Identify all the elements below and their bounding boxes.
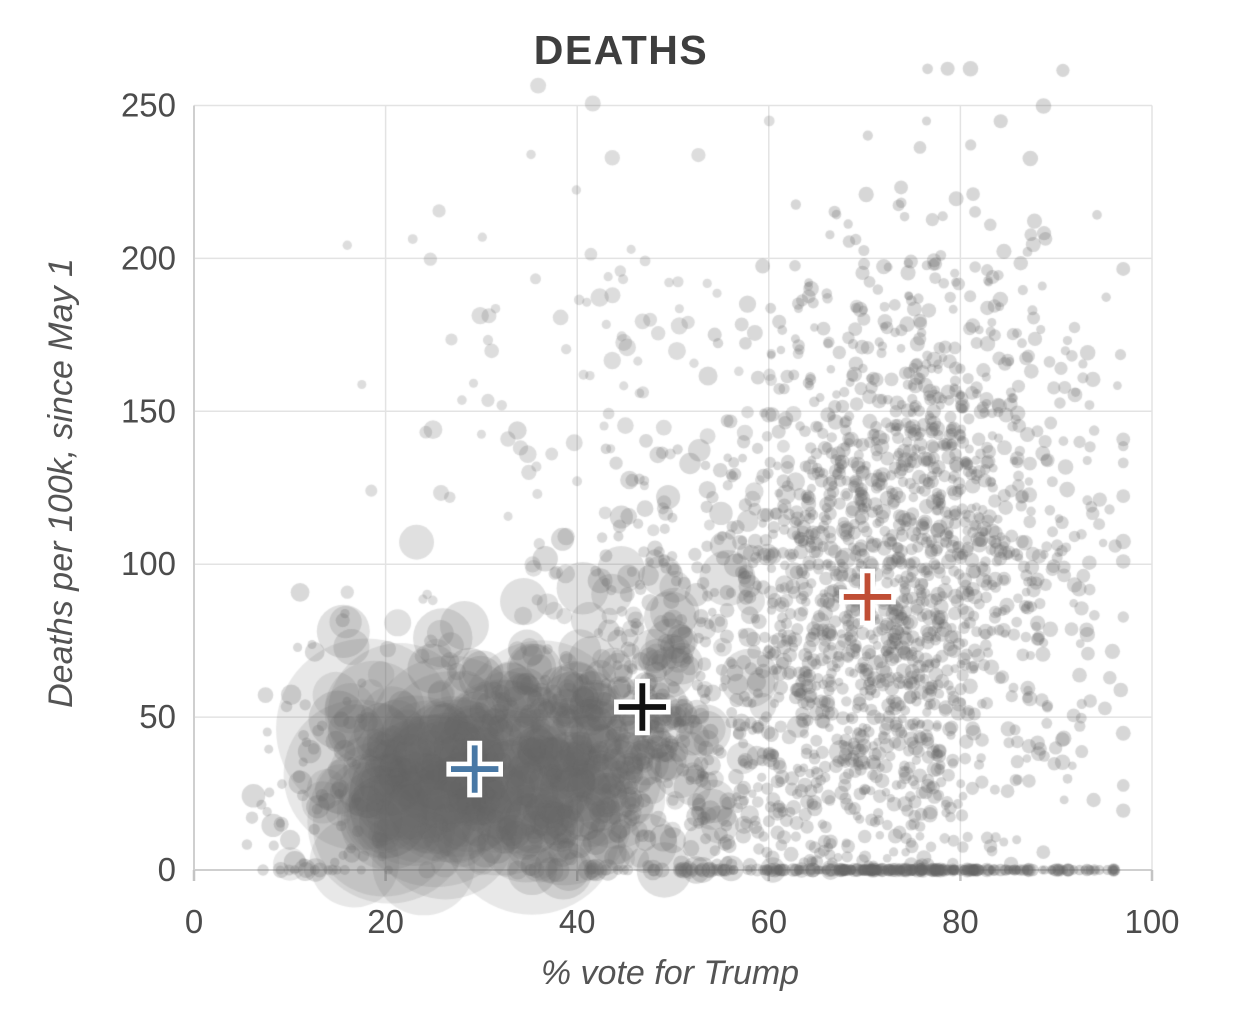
- blue-group-mean-cross: [446, 740, 503, 798]
- red-group-mean-cross: [839, 568, 896, 626]
- mean-cross-markers: [446, 568, 896, 798]
- black-group-mean-cross: [614, 678, 671, 736]
